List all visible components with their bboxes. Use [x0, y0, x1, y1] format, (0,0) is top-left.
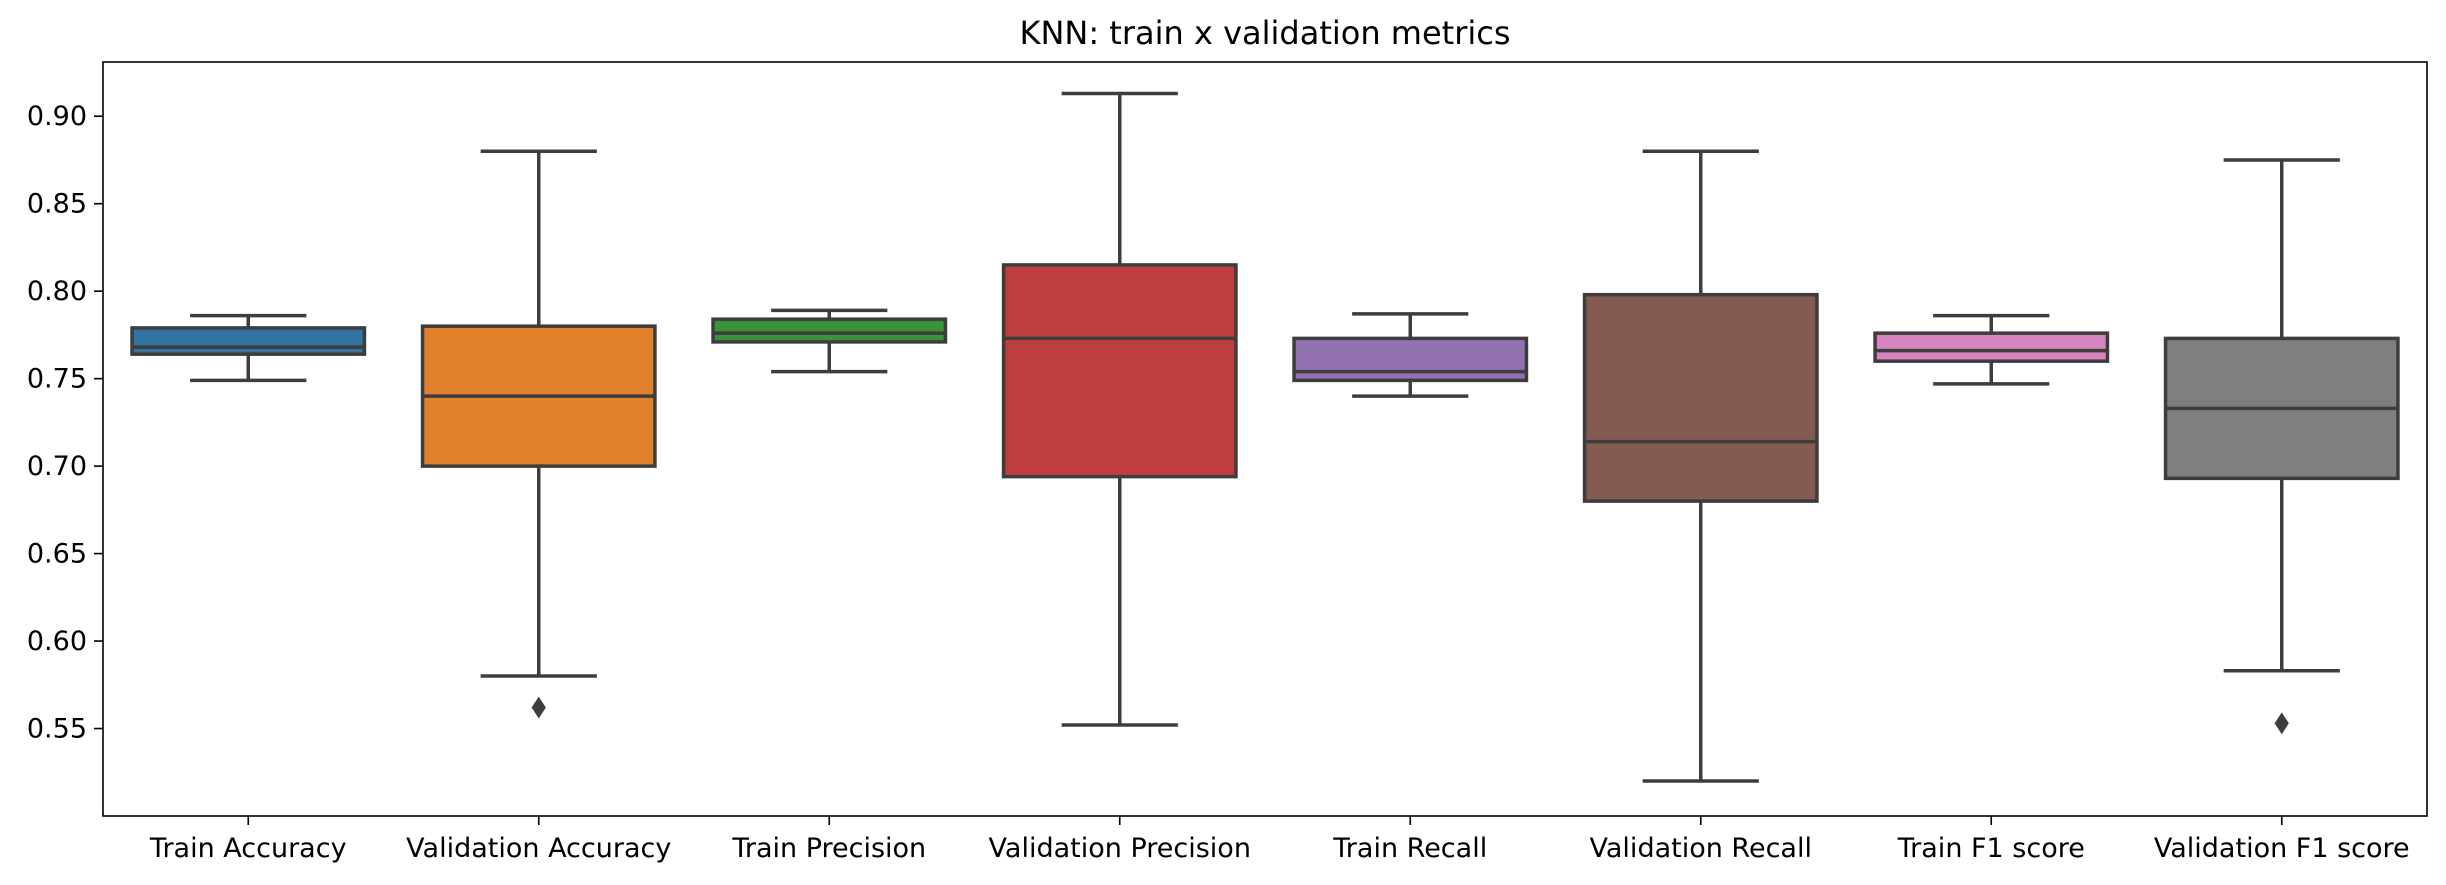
y-tick-label: 0.65	[27, 539, 87, 570]
x-tick-label: Train F1 score	[1897, 833, 2085, 864]
box-train-accuracy	[130, 313, 367, 383]
y-axis: 0.55 0.60 0.65 0.70 0.75 0.80 0.85 0.90	[27, 101, 103, 745]
x-tick-label: Validation Recall	[1590, 833, 1812, 864]
x-axis: Train Accuracy Validation Accuracy Train P…	[149, 816, 2410, 864]
box-group	[130, 91, 2400, 783]
iqr-box	[1873, 331, 2110, 363]
y-tick-label: 0.75	[27, 364, 87, 395]
iqr-box	[1292, 336, 1529, 383]
x-tick-label: Validation Accuracy	[406, 833, 671, 864]
iqr-box	[711, 317, 948, 344]
box-validation-recall	[1582, 149, 1819, 783]
box-train-recall	[1292, 312, 1529, 398]
y-tick-label: 0.55	[27, 714, 87, 745]
x-tick-label: Validation F1 score	[2154, 833, 2410, 864]
y-tick-label: 0.80	[27, 276, 87, 307]
x-tick-label: Train Recall	[1332, 833, 1487, 864]
x-tick-label: Validation Precision	[989, 833, 1251, 864]
y-tick-label: 0.85	[27, 189, 87, 220]
plot-frame	[102, 61, 2428, 817]
iqr-box	[130, 326, 367, 356]
box-train-f1-score	[1873, 313, 2110, 386]
outlier-point	[531, 696, 546, 719]
chart-title: KNN: train x validation metrics	[1019, 14, 1510, 52]
y-tick-label: 0.60	[27, 626, 87, 657]
box-validation-accuracy	[420, 149, 657, 719]
x-tick-label: Train Precision	[731, 833, 926, 864]
y-tick-label: 0.70	[27, 451, 87, 482]
x-tick-label: Train Accuracy	[149, 833, 347, 864]
box-validation-f1-score	[2163, 158, 2400, 735]
box-validation-precision	[1001, 91, 1238, 727]
iqr-box	[1582, 292, 1819, 503]
iqr-box	[1001, 263, 1238, 479]
box-train-precision	[711, 308, 948, 374]
y-tick-label: 0.90	[27, 101, 87, 132]
outlier-point	[2274, 712, 2289, 735]
